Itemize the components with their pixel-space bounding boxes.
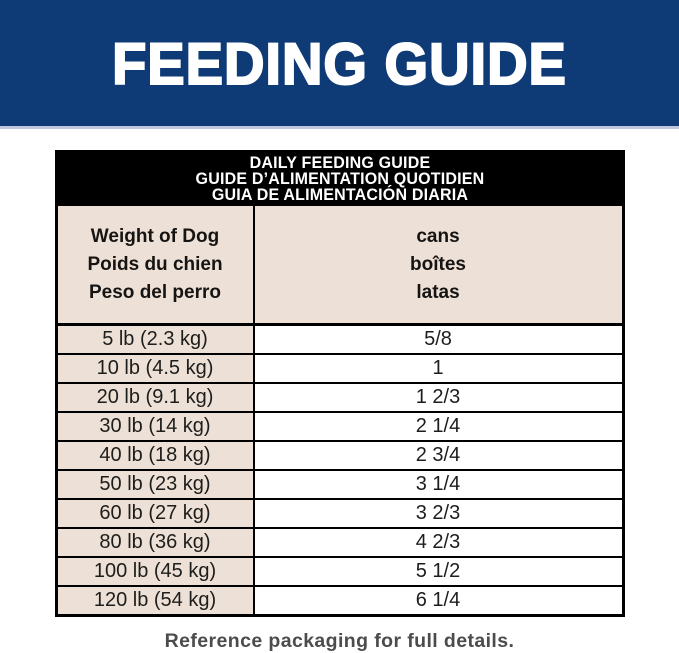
weight-cell: 40 lb (18 kg) [57, 442, 255, 469]
table-row: 80 lb (36 kg) 4 2/3 [57, 527, 622, 556]
weight-cell: 100 lb (45 kg) [57, 558, 255, 585]
table-row: 30 lb (14 kg) 2 1/4 [57, 411, 622, 440]
table-title-band: DAILY FEEDING GUIDE GUIDE D’ALIMENTATION… [57, 153, 622, 206]
column-headers: Weight of Dog Poids du chien Peso del pe… [57, 206, 622, 323]
weight-header-en: Weight of Dog [90, 225, 220, 247]
cans-cell: 4 2/3 [254, 529, 622, 556]
weight-header-es: Peso del perro [89, 281, 221, 303]
table-row: 60 lb (27 kg) 3 2/3 [57, 498, 622, 527]
table-body: 5 lb (2.3 kg) 5/8 10 lb (4.5 kg) 1 20 lb (9.… [57, 323, 622, 614]
weight-cell: 50 lb (23 kg) [57, 471, 255, 498]
cans-header-fr: boîtes [410, 253, 466, 275]
table-row: 120 lb (54 kg) 6 1/4 [57, 585, 622, 614]
cans-cell: 2 1/4 [254, 413, 622, 440]
table-row: 10 lb (4.5 kg) 1 [57, 353, 622, 382]
weight-cell: 30 lb (14 kg) [57, 413, 255, 440]
weight-cell: 20 lb (9.1 kg) [57, 384, 255, 411]
cans-cell: 2 3/4 [254, 442, 622, 469]
cans-column-header: cans boîtes latas [255, 206, 622, 323]
weight-cell: 10 lb (4.5 kg) [57, 355, 255, 382]
table-row: 20 lb (9.1 kg) 1 2/3 [57, 382, 622, 411]
cans-header-es: latas [416, 281, 460, 303]
table-title-en: DAILY FEEDING GUIDE [249, 154, 430, 172]
weight-cell: 80 lb (36 kg) [57, 529, 255, 556]
cans-cell: 3 1/4 [254, 471, 622, 498]
feeding-guide-banner: FEEDING GUIDE [0, 0, 679, 129]
table-row: 100 lb (45 kg) 5 1/2 [57, 556, 622, 585]
table-row: 40 lb (18 kg) 2 3/4 [57, 440, 622, 469]
weight-column-header: Weight of Dog Poids du chien Peso del pe… [57, 206, 255, 323]
cans-cell: 6 1/4 [254, 587, 622, 614]
table-title-fr: GUIDE D’ALIMENTATION QUOTIDIEN [195, 170, 484, 188]
cans-cell: 1 2/3 [254, 384, 622, 411]
weight-header-fr: Poids du chien [87, 253, 223, 275]
cans-cell: 5 1/2 [254, 558, 622, 585]
daily-feeding-table: DAILY FEEDING GUIDE GUIDE D’ALIMENTATION… [54, 150, 625, 617]
weight-cell: 5 lb (2.3 kg) [57, 326, 255, 353]
weight-cell: 60 lb (27 kg) [57, 500, 255, 527]
cans-cell: 3 2/3 [254, 500, 622, 527]
footer-note: Reference packaging for full details. [164, 630, 515, 652]
table-row: 5 lb (2.3 kg) 5/8 [57, 323, 622, 353]
table-row: 50 lb (23 kg) 3 1/4 [57, 469, 622, 498]
table-title-es: GUIA DE ALIMENTACIÓN DIARIA [211, 186, 468, 204]
cans-cell: 5/8 [254, 326, 622, 353]
cans-header-en: cans [416, 225, 460, 247]
cans-cell: 1 [254, 355, 622, 382]
weight-cell: 120 lb (54 kg) [57, 587, 255, 614]
page-title: FEEDING GUIDE [111, 29, 567, 97]
